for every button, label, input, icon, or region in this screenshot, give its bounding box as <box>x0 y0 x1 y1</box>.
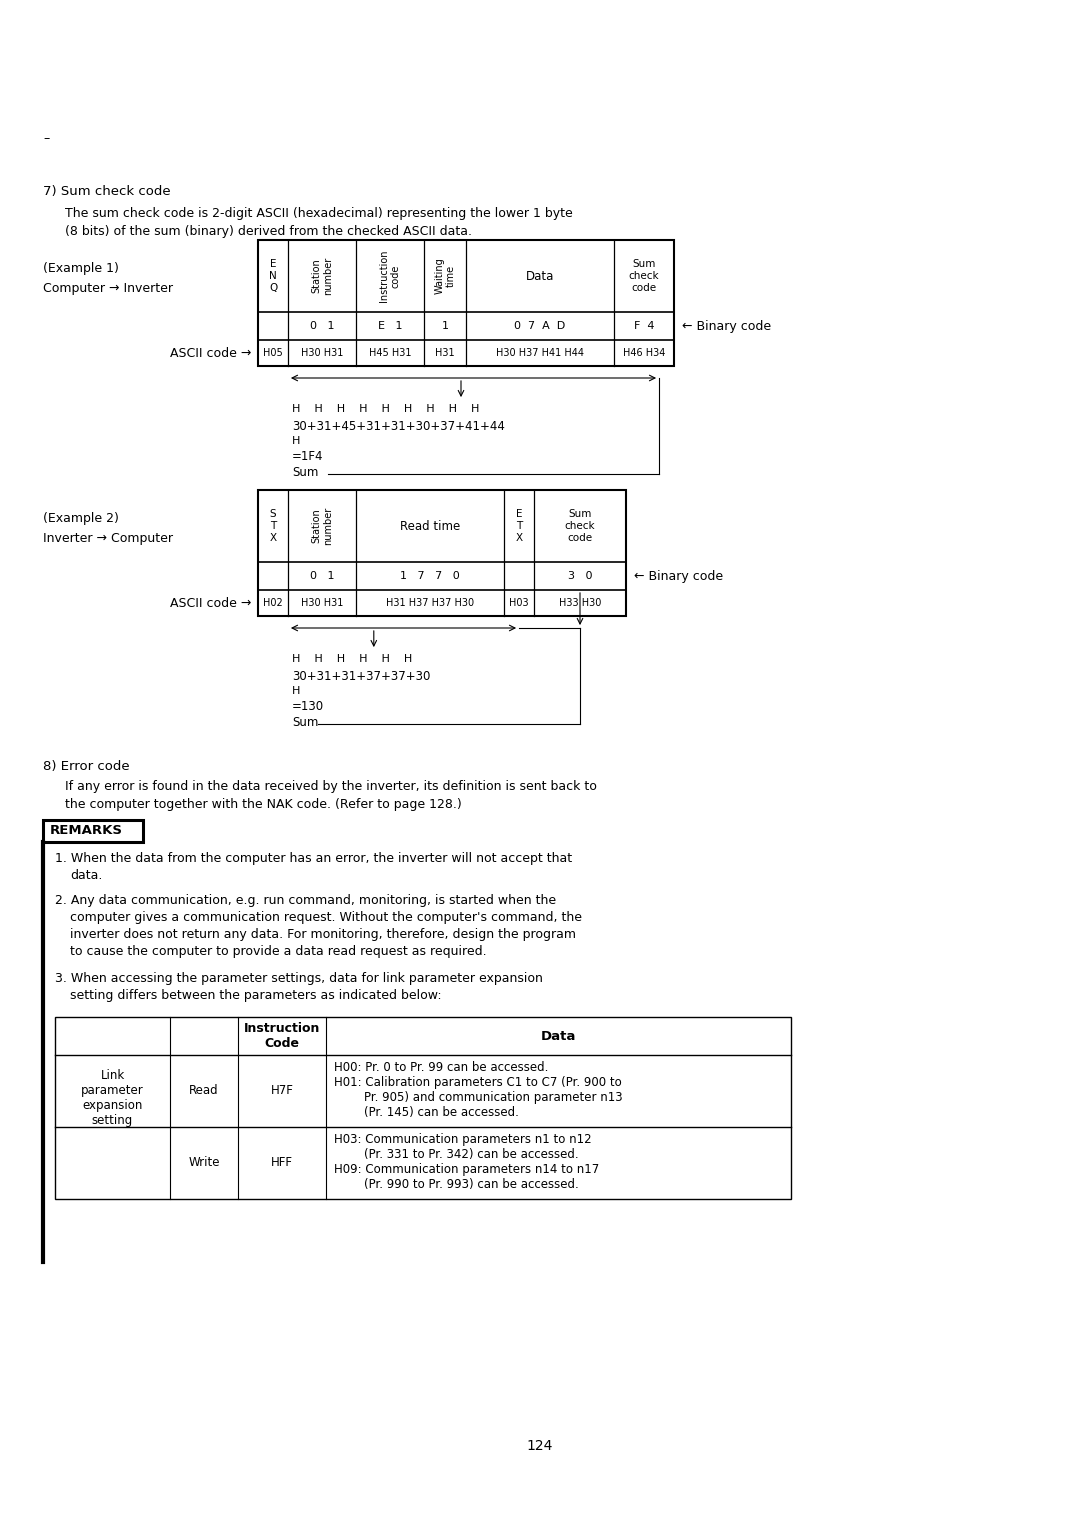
Text: 3. When accessing the parameter settings, data for link parameter expansion: 3. When accessing the parameter settings… <box>55 972 543 984</box>
Text: 124: 124 <box>527 1439 553 1453</box>
Text: setting differs between the parameters as indicated below:: setting differs between the parameters a… <box>70 989 442 1003</box>
Text: H7F: H7F <box>271 1085 294 1097</box>
Text: to cause the computer to provide a data read request as required.: to cause the computer to provide a data … <box>70 945 487 958</box>
Text: ← Binary code: ← Binary code <box>681 320 771 333</box>
Text: inverter does not return any data. For monitoring, therefore, design the program: inverter does not return any data. For m… <box>70 928 576 942</box>
Text: Station
number: Station number <box>311 256 333 295</box>
Text: Sum
check
code: Sum check code <box>629 259 659 293</box>
Text: 0   1: 0 1 <box>310 320 334 331</box>
Text: H31 H37 H37 H30: H31 H37 H37 H30 <box>386 598 474 607</box>
Text: Write: Write <box>188 1157 219 1169</box>
Text: Instruction
code: Instruction code <box>379 250 401 302</box>
Text: H31: H31 <box>435 348 455 359</box>
Text: H05: H05 <box>264 348 283 359</box>
Text: H    H    H    H    H    H    H    H    H: H H H H H H H H H <box>292 404 480 414</box>
Text: 30+31+31+37+37+30: 30+31+31+37+37+30 <box>292 670 430 684</box>
Text: 30+31+45+31+31+30+37+41+44: 30+31+45+31+31+30+37+41+44 <box>292 420 504 433</box>
Text: F  4: F 4 <box>634 320 654 331</box>
Text: E
N
Q: E N Q <box>269 259 278 293</box>
Text: Instruction
Code: Instruction Code <box>244 1022 320 1050</box>
Text: H03: H03 <box>509 598 529 607</box>
Text: 8) Error code: 8) Error code <box>43 760 130 774</box>
Text: Sum: Sum <box>292 465 319 479</box>
Text: Data: Data <box>526 270 554 282</box>
Text: ← Binary code: ← Binary code <box>634 571 724 583</box>
Text: Waiting
time: Waiting time <box>434 258 456 295</box>
Text: 1   7   7   0: 1 7 7 0 <box>400 571 460 581</box>
Text: HFF: HFF <box>271 1157 293 1169</box>
Text: 1. When the data from the computer has an error, the inverter will not accept th: 1. When the data from the computer has a… <box>55 852 572 865</box>
Text: 7) Sum check code: 7) Sum check code <box>43 185 171 198</box>
Text: S
T
X: S T X <box>269 510 276 543</box>
Text: ASCII code →: ASCII code → <box>170 346 252 360</box>
Text: If any error is found in the data received by the inverter, its definition is se: If any error is found in the data receiv… <box>65 780 597 794</box>
Text: H45 H31: H45 H31 <box>368 348 411 359</box>
Text: computer gives a communication request. Without the computer's command, the: computer gives a communication request. … <box>70 911 582 925</box>
Text: (8 bits) of the sum (binary) derived from the checked ASCII data.: (8 bits) of the sum (binary) derived fro… <box>65 224 472 238</box>
Text: the computer together with the NAK code. (Refer to page 128.): the computer together with the NAK code.… <box>65 798 462 810</box>
Text: H: H <box>292 436 300 446</box>
Text: Sum
check
code: Sum check code <box>565 510 595 543</box>
Text: –: – <box>43 133 50 145</box>
Text: Inverter → Computer: Inverter → Computer <box>43 533 173 545</box>
Text: 0  7  A  D: 0 7 A D <box>514 320 566 331</box>
Text: E   1: E 1 <box>378 320 402 331</box>
Text: H30 H31: H30 H31 <box>301 598 343 607</box>
Text: H30 H31: H30 H31 <box>301 348 343 359</box>
Text: =1F4: =1F4 <box>292 450 324 462</box>
Text: Sum: Sum <box>292 716 319 729</box>
Text: Station
number: Station number <box>311 507 333 545</box>
Text: REMARKS: REMARKS <box>50 824 123 836</box>
Text: H33 H30: H33 H30 <box>558 598 602 607</box>
Text: 3   0: 3 0 <box>568 571 592 581</box>
Text: H03: Communication parameters n1 to n12
        (Pr. 331 to Pr. 342) can be acce: H03: Communication parameters n1 to n12 … <box>334 1132 599 1190</box>
Text: H: H <box>292 687 300 696</box>
Text: H46 H34: H46 H34 <box>623 348 665 359</box>
Text: (Example 1): (Example 1) <box>43 262 119 275</box>
Text: H    H    H    H    H    H: H H H H H H <box>292 655 413 664</box>
Text: H30 H37 H41 H44: H30 H37 H41 H44 <box>496 348 584 359</box>
Text: (Example 2): (Example 2) <box>43 513 119 525</box>
Text: 0   1: 0 1 <box>310 571 334 581</box>
Text: H02: H02 <box>264 598 283 607</box>
Text: E
T
X: E T X <box>515 510 523 543</box>
Text: Read time: Read time <box>400 519 460 533</box>
Text: H00: Pr. 0 to Pr. 99 can be accessed.
H01: Calibration parameters C1 to C7 (Pr. : H00: Pr. 0 to Pr. 99 can be accessed. H0… <box>334 1061 623 1119</box>
Bar <box>258 240 674 366</box>
Text: Read: Read <box>189 1085 219 1097</box>
Text: ASCII code →: ASCII code → <box>170 597 252 610</box>
Text: Link
parameter
expansion
setting: Link parameter expansion setting <box>81 1070 144 1128</box>
Text: 2. Any data communication, e.g. run command, monitoring, is started when the: 2. Any data communication, e.g. run comm… <box>55 894 556 906</box>
Text: Data: Data <box>541 1030 577 1042</box>
Text: Computer → Inverter: Computer → Inverter <box>43 282 173 295</box>
Bar <box>258 490 626 617</box>
Text: data.: data. <box>70 868 103 882</box>
Text: =130: =130 <box>292 700 324 713</box>
Bar <box>55 1016 791 1199</box>
Bar <box>43 819 143 842</box>
Text: The sum check code is 2-digit ASCII (hexadecimal) representing the lower 1 byte: The sum check code is 2-digit ASCII (hex… <box>65 208 572 220</box>
Text: 1: 1 <box>442 320 448 331</box>
